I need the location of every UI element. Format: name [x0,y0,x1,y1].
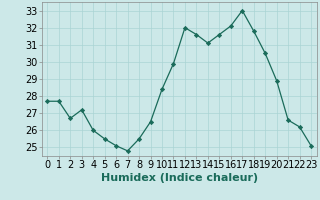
X-axis label: Humidex (Indice chaleur): Humidex (Indice chaleur) [100,173,258,183]
